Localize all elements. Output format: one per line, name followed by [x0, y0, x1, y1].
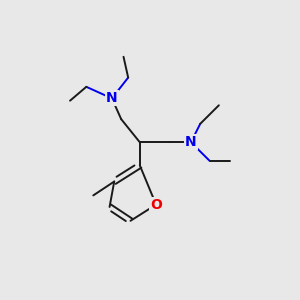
Text: N: N	[185, 135, 197, 149]
Text: N: N	[106, 92, 118, 105]
Text: O: O	[150, 198, 162, 212]
